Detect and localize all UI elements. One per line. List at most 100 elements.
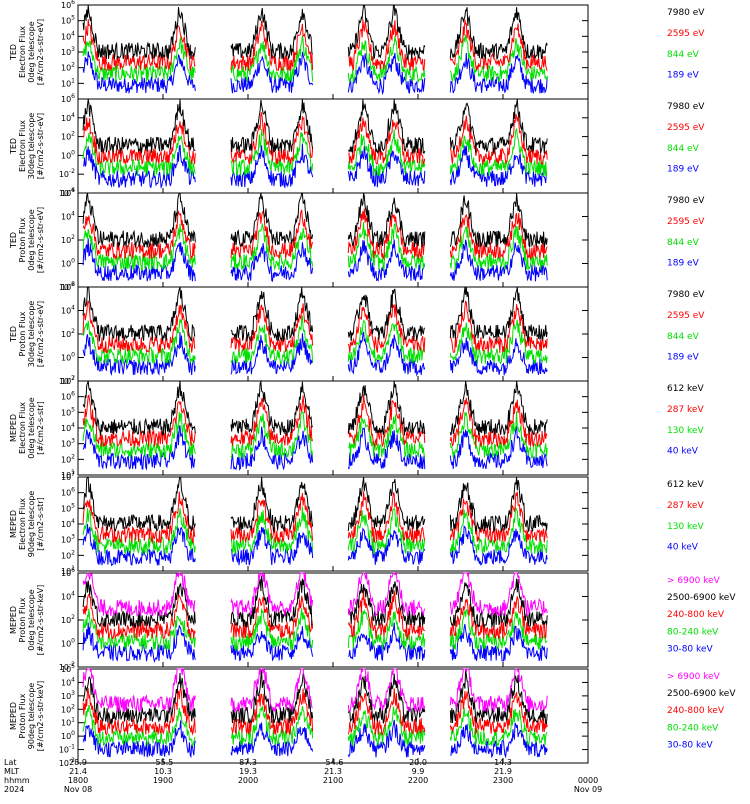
legend-entry: 2595 eV bbox=[667, 311, 705, 321]
y-tick-label: 106 bbox=[61, 567, 75, 578]
x-row-label: 2024 bbox=[4, 785, 24, 794]
series-line bbox=[82, 98, 548, 155]
x-tick-label: 10.3 bbox=[154, 767, 172, 776]
x-tick-label: Nov 08 bbox=[64, 785, 92, 794]
x-row-label: MLT bbox=[4, 767, 19, 776]
panels-group: 101 102 103 104 105 106 TEDElectron Flux0deg t… bbox=[9, 0, 736, 768]
legend-entry: 287 keV bbox=[667, 501, 704, 511]
legend-entry: 80-240 keV bbox=[667, 723, 719, 733]
legend-entry: 7980 eV bbox=[667, 196, 705, 206]
legend-entry: 2500-6900 keV bbox=[667, 593, 736, 603]
legend-entry: 2500-6900 keV bbox=[667, 689, 736, 699]
panel-8: 10-2 10-1 100 101 102 103 104 105 MEPEDProton Fl… bbox=[9, 663, 736, 768]
y-axis-label: TEDElectron Flux0deg telescope[#/cm2-s-s… bbox=[9, 19, 45, 85]
series-line bbox=[82, 192, 548, 249]
y-axis-label: TEDProton Flux30deg telescope[#/cm2-s-st… bbox=[9, 301, 45, 368]
legend-entry: 2595 eV bbox=[667, 123, 705, 133]
y-tick-label: 10-4 bbox=[59, 187, 75, 198]
y-tick-label: 103 bbox=[61, 46, 75, 57]
series-line bbox=[82, 589, 548, 641]
y-axis-label: MEPEDProton Flux0deg telescope[#/cm2-s-s… bbox=[9, 585, 45, 656]
series-line bbox=[82, 476, 548, 534]
series-line bbox=[82, 524, 548, 567]
series-line bbox=[82, 128, 548, 178]
y-axis-label: TEDProton Flux0deg telescope[#/cm2-s-str… bbox=[9, 207, 45, 273]
y-tick-label: 106 bbox=[61, 281, 75, 292]
series-line bbox=[82, 379, 548, 437]
series-line bbox=[82, 704, 548, 748]
y-tick-label: 10-2 bbox=[59, 757, 75, 768]
legend-entry: 844 eV bbox=[667, 144, 700, 154]
y-tick-label: 100 bbox=[61, 730, 75, 741]
legend-entry: 2595 eV bbox=[667, 217, 705, 227]
y-tick-label: 10-2 bbox=[59, 661, 75, 672]
legend-entry: 7980 eV bbox=[667, 8, 705, 18]
y-tick-label: 102 bbox=[61, 549, 75, 560]
series-line bbox=[82, 4, 548, 61]
legend-entry: 612 keV bbox=[667, 480, 704, 490]
y-tick-label: 10-2 bbox=[59, 375, 75, 386]
series-line bbox=[82, 143, 548, 189]
y-tick-label: 10-2 bbox=[59, 168, 75, 179]
series-line bbox=[82, 410, 548, 460]
y-tick-label: 104 bbox=[61, 30, 75, 41]
x-tick-label: 21.9 bbox=[494, 767, 512, 776]
legend-entry: 130 keV bbox=[667, 522, 704, 532]
y-tick-label: 100 bbox=[61, 149, 75, 160]
x-tick-label: Nov 09 bbox=[574, 785, 602, 794]
series-line bbox=[82, 506, 548, 555]
legend-entry: 7980 eV bbox=[667, 102, 705, 112]
series-line bbox=[82, 719, 548, 759]
y-tick-label: 106 bbox=[61, 0, 75, 10]
panel-5: 101 102 103 104 105 106 107 MEPEDElectron Flux0… bbox=[9, 375, 704, 480]
x-tick-label: 1900 bbox=[153, 776, 173, 785]
series-line bbox=[82, 425, 548, 472]
y-tick-label: 102 bbox=[61, 614, 75, 625]
x-tick-label: 2300 bbox=[493, 776, 513, 785]
series-line bbox=[82, 491, 548, 545]
x-tick-label: 20.0 bbox=[409, 758, 427, 767]
legend-entry: 240-800 keV bbox=[667, 610, 725, 620]
y-tick-label: 102 bbox=[61, 328, 75, 339]
legend-entry: 40 keV bbox=[667, 543, 699, 553]
x-tick-label: 0000 bbox=[578, 776, 598, 785]
panel-4: 10-2 100 102 104 106 TEDProton Flux30deg tele… bbox=[9, 281, 705, 386]
y-tick-label: 104 bbox=[61, 518, 75, 529]
y-axis-label: TEDElectron Flux30deg telescope[#/cm2-s-… bbox=[9, 113, 45, 180]
legend-entry: 189 eV bbox=[667, 71, 700, 81]
y-tick-label: 100 bbox=[61, 258, 75, 269]
series-line bbox=[82, 238, 548, 283]
legend-entry: 844 eV bbox=[667, 50, 700, 60]
series-line bbox=[82, 286, 548, 342]
series-line bbox=[82, 608, 548, 651]
panel-6: 101 102 103 104 105 106 107 MEPEDElectron Flux9… bbox=[9, 471, 704, 576]
series-line bbox=[82, 222, 548, 271]
legend-entry: > 6900 keV bbox=[667, 672, 721, 682]
x-tick-label: 2200 bbox=[408, 776, 428, 785]
y-tick-label: 105 bbox=[61, 663, 75, 674]
y-tick-label: 10-1 bbox=[59, 744, 75, 755]
y-tick-label: 104 bbox=[61, 422, 75, 433]
legend-entry: 189 eV bbox=[667, 165, 700, 175]
x-tick-label: 28.9 bbox=[69, 758, 87, 767]
legend-entry: 240-800 keV bbox=[667, 706, 725, 716]
panel-7: 10-2 100 102 104 106 MEPEDProton Flux0deg tel… bbox=[9, 567, 736, 672]
series-line bbox=[82, 669, 548, 725]
panel-2: 10-4 10-2 100 102 104 106 TEDElectron Flux30de… bbox=[9, 93, 705, 198]
y-tick-label: 106 bbox=[61, 487, 75, 498]
series-line bbox=[82, 51, 548, 96]
y-tick-label: 103 bbox=[61, 690, 75, 701]
y-tick-label: 106 bbox=[61, 93, 75, 104]
series-line bbox=[82, 687, 548, 736]
panel-1: 101 102 103 104 105 106 TEDElectron Flux0deg t… bbox=[9, 0, 705, 100]
y-tick-label: 104 bbox=[61, 211, 75, 222]
y-tick-label: 105 bbox=[61, 15, 75, 26]
legend-entry: > 6900 keV bbox=[667, 576, 721, 586]
x-tick-label: 14.3 bbox=[494, 758, 512, 767]
x-tick-label: 21.4 bbox=[69, 767, 87, 776]
x-tick-label: 9.9 bbox=[412, 767, 425, 776]
legend-entry: 844 eV bbox=[667, 332, 700, 342]
x-tick-label: -54.6 bbox=[323, 758, 344, 767]
